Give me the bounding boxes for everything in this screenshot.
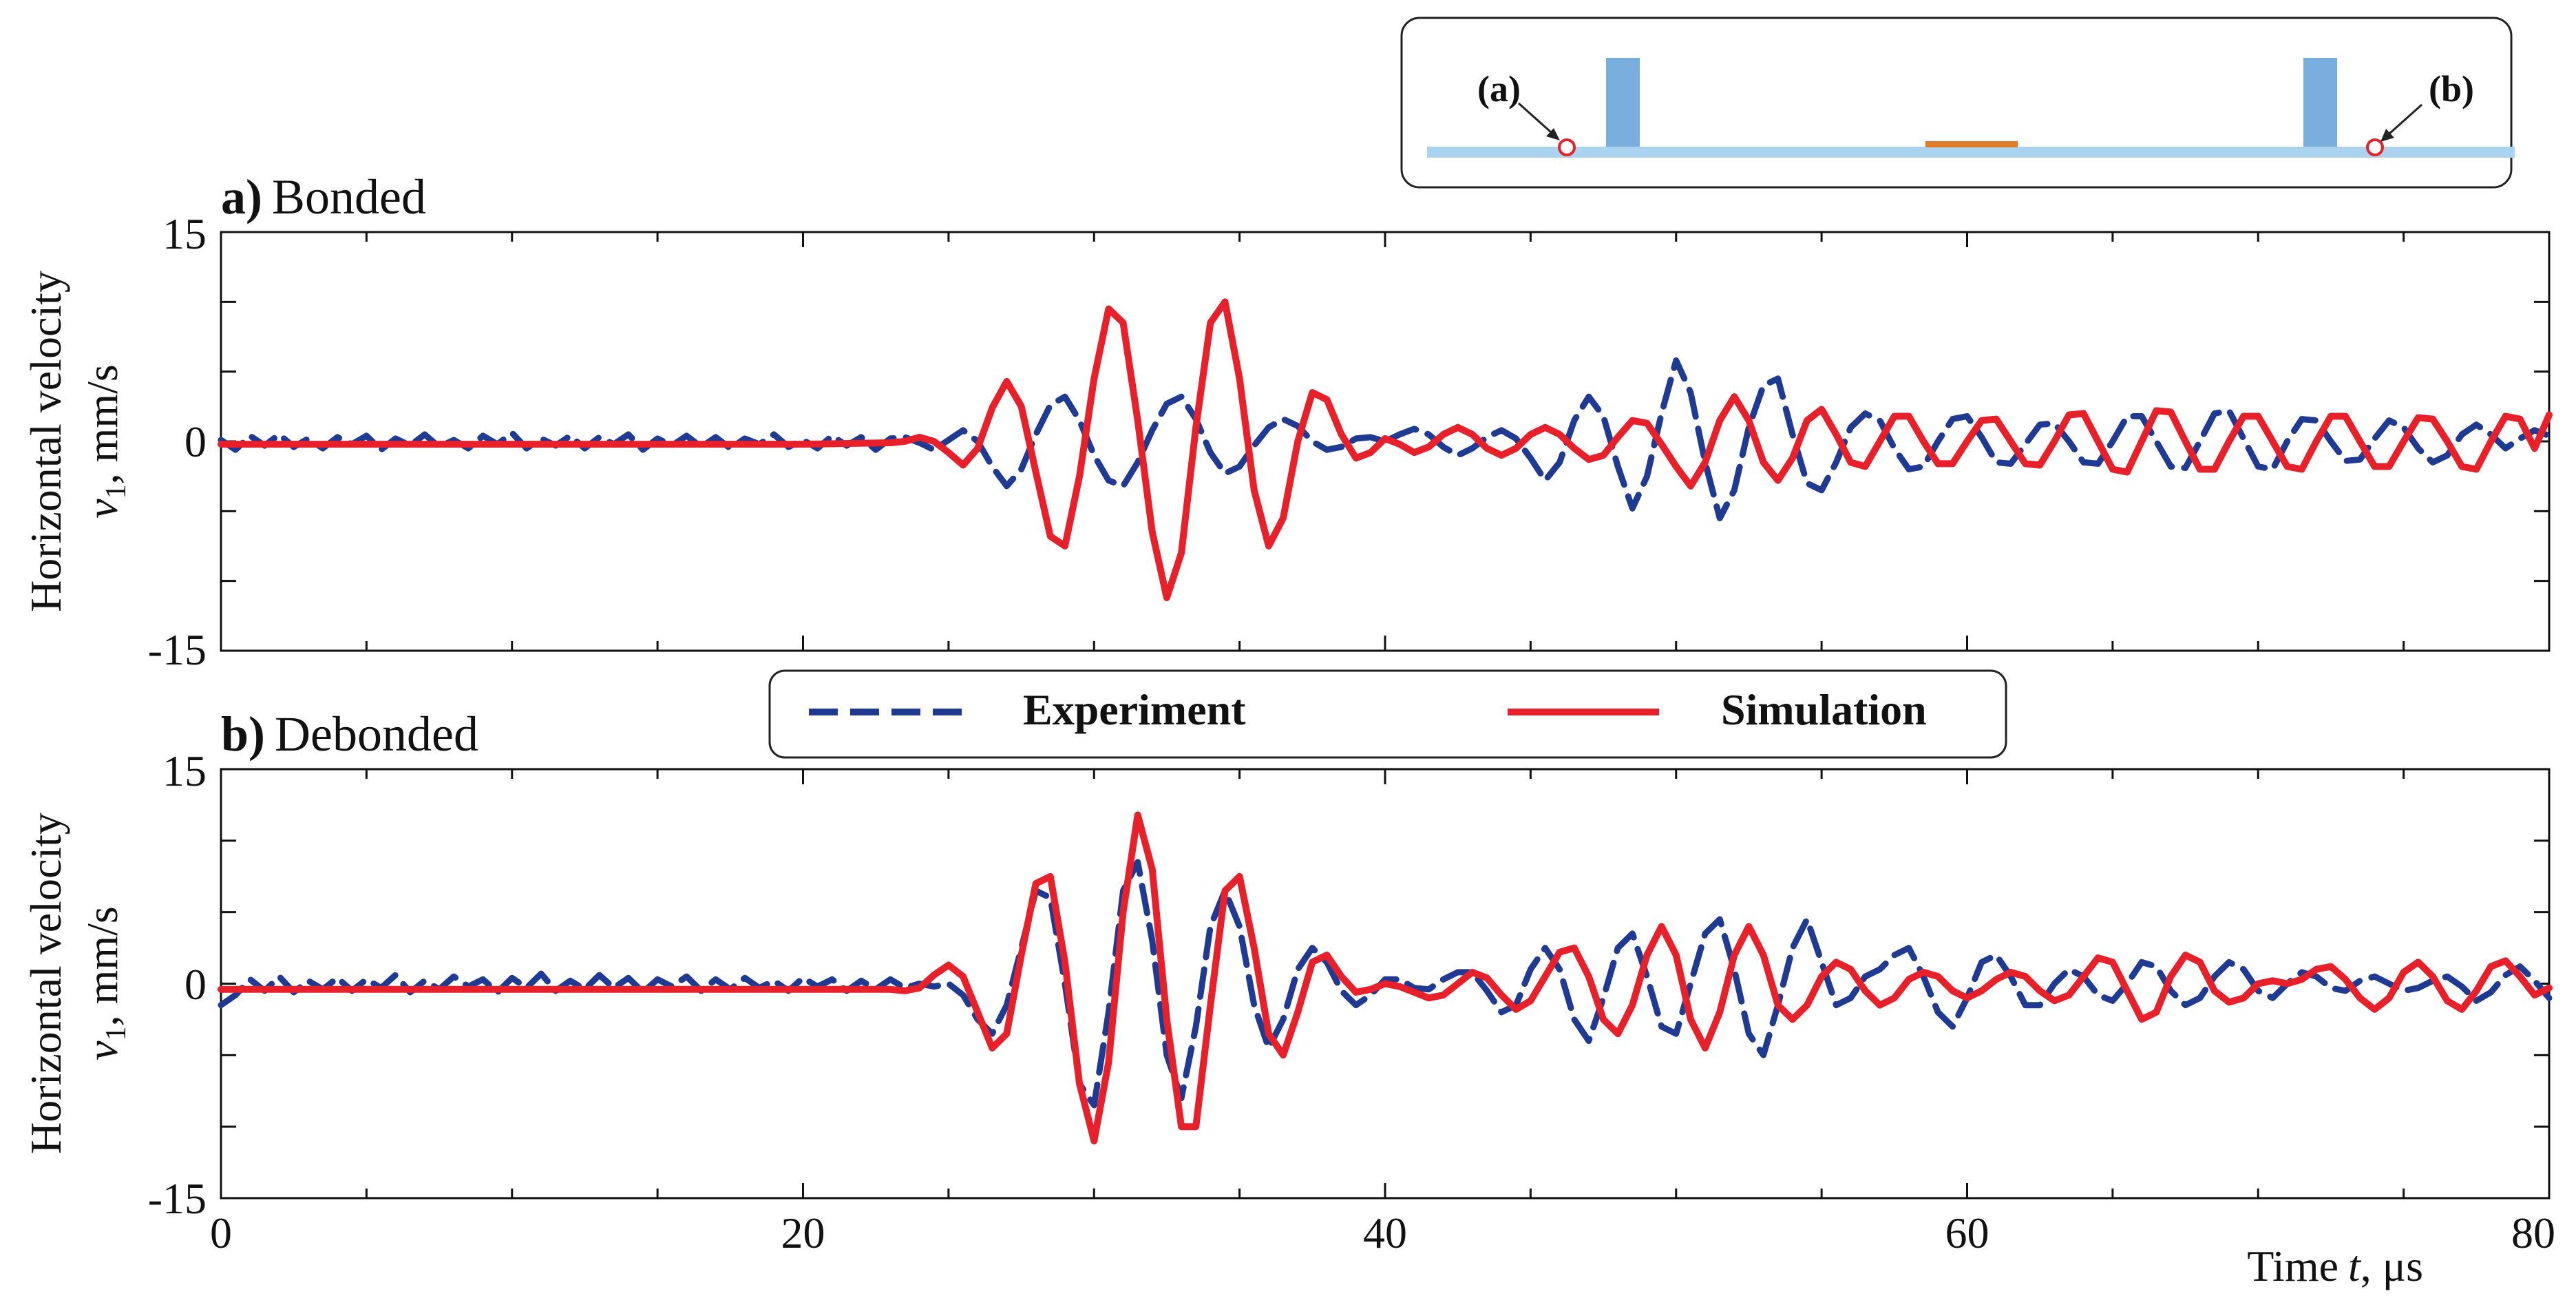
panel-b-xtick-label: 20 — [781, 1208, 825, 1257]
panel-b-ytick-label: 15 — [162, 746, 207, 795]
panel-a-ytick-label: -15 — [148, 625, 207, 674]
panel-b-xlabel-var: t — [2348, 1242, 2362, 1290]
panel-a-ylabel-unit: , mm/s — [78, 364, 127, 484]
panel-b-ytick-labels: 15 0 -15 — [148, 746, 207, 1223]
inset-transducer-left — [1606, 58, 1640, 147]
panel-b-axes-frame — [220, 768, 2551, 1200]
panel-b-ylabel-var: v — [78, 1040, 127, 1060]
inset-label-a: (a) — [1477, 68, 1521, 109]
panel-bonded: a) Bonded 15 0 -15 Horizontal velocity v1… — [21, 169, 2553, 674]
panel-b-xlabel: Time t, μs — [2247, 1242, 2423, 1290]
panel-b-xtick-label: 80 — [2511, 1208, 2555, 1257]
inset-transducer-right — [2303, 58, 2337, 147]
inset-arrowhead-b — [2380, 129, 2394, 142]
panel-b-title: b) Debonded — [221, 706, 478, 762]
panel-a-ylabel: Horizontal velocity v1, mm/s — [21, 271, 132, 612]
panel-b-xtick-label: 0 — [210, 1208, 232, 1257]
panel-b-ytick-label: 0 — [184, 960, 207, 1009]
panel-a-ylabel-var: v — [78, 499, 127, 519]
panel-a-ytick-label: 0 — [184, 417, 207, 466]
panel-a-title-text: Bonded — [272, 169, 426, 224]
inset-marker-b — [2366, 138, 2384, 156]
panel-b-series-simulation-line — [218, 811, 2553, 1144]
panel-a-series — [218, 298, 2553, 601]
panel-a-title: a) Bonded — [221, 169, 426, 224]
panel-a-ylabel-line1: Horizontal velocity — [21, 271, 70, 612]
panel-a-series-simulation-line — [218, 298, 2553, 601]
panel-b-xtick-labels: 0 20 40 60 80 — [210, 1208, 2555, 1257]
legend-simulation-label: Simulation — [1721, 685, 1927, 734]
panel-b-series-experiment-line — [218, 859, 2553, 1109]
panel-a-ytick-label: 15 — [162, 209, 207, 258]
inset-arrowhead-a — [1546, 128, 1560, 140]
panel-b-ylabel-unit: , mm/s — [78, 906, 127, 1026]
panel-b-xlabel-unit: , μs — [2361, 1242, 2423, 1290]
panel-b-ylabel-sub: 1 — [101, 1026, 132, 1040]
inset-plate — [1427, 147, 2515, 158]
legend: Experiment Simulation — [768, 669, 2007, 759]
inset-schematic: (a) (b) — [1400, 17, 2515, 189]
panel-b-ytick-label: -15 — [148, 1174, 207, 1223]
panel-b-letter: b) — [221, 706, 265, 762]
panel-b-xtick-label: 60 — [1945, 1208, 1989, 1257]
panel-a-ytick-labels: 15 0 -15 — [148, 209, 207, 674]
panel-b-series — [218, 811, 2553, 1144]
panel-a-ylabel-sub: 1 — [101, 484, 132, 499]
panel-debonded: b) Debonded 15 0 -15 0 20 40 60 80 Time t,… — [21, 706, 2555, 1290]
panel-b-ylabel-line2: v1, mm/s — [78, 906, 132, 1060]
inset-bond-patch — [1925, 141, 2018, 147]
panel-b-xlabel-text: Time — [2247, 1242, 2339, 1290]
legend-frame — [768, 669, 2007, 759]
inset-frame — [1400, 17, 2513, 189]
panel-a-letter: a) — [221, 169, 262, 224]
inset-label-b: (b) — [2429, 68, 2474, 109]
panel-b-xtick-label: 40 — [1363, 1208, 1407, 1257]
panel-a-ylabel-line2: v1, mm/s — [78, 364, 132, 519]
legend-experiment-label: Experiment — [1023, 685, 1246, 734]
panel-b-ylabel-line1: Horizontal velocity — [21, 813, 70, 1154]
panel-b-ylabel: Horizontal velocity v1, mm/s — [21, 813, 132, 1154]
inset-marker-a — [1558, 138, 1576, 156]
panel-b-title-text: Debonded — [275, 706, 478, 762]
